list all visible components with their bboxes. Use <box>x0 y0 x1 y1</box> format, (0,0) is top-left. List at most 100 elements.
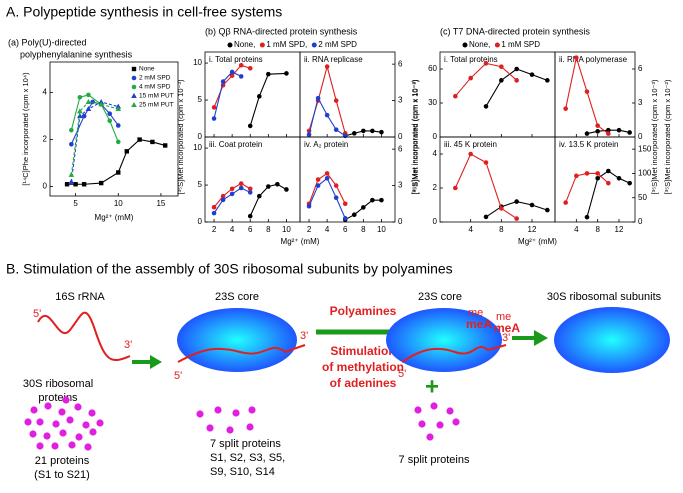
data-point <box>616 127 622 133</box>
x-tick-label: 8 <box>266 225 271 234</box>
x-tick-label: 10 <box>377 225 386 234</box>
legend-label: 2 mM SPD <box>139 75 171 82</box>
x-tick-label: 4 <box>325 225 330 234</box>
product-label: 30S ribosomal subunits <box>547 291 662 303</box>
effect-label: Stimulation <box>330 344 395 358</box>
chart-title: polyphenylalanine synthesis <box>20 49 133 59</box>
x-tick-label: 6 <box>248 225 253 234</box>
protein-dot <box>68 441 76 449</box>
y-tick-label: 30 <box>428 98 437 107</box>
data-point <box>86 92 91 98</box>
data-point <box>499 64 504 70</box>
data-point <box>333 195 339 201</box>
core-label: 23S core <box>418 291 462 303</box>
data-line <box>308 64 346 134</box>
y-tick-label: 5 <box>198 180 203 189</box>
rrna-label: 16S rRNA <box>55 291 105 303</box>
data-point <box>563 106 568 111</box>
data-point <box>256 193 262 199</box>
core <box>177 308 297 372</box>
x-tick-label: 12 <box>528 225 537 234</box>
protein-dot <box>88 409 96 417</box>
data-point <box>238 181 244 186</box>
data-point <box>595 123 600 128</box>
data-point <box>595 171 600 176</box>
data-point <box>627 130 632 135</box>
protein-dot <box>418 420 426 428</box>
x-tick-label: 15 <box>156 199 165 208</box>
plus: + <box>425 373 439 400</box>
data-line <box>70 94 119 143</box>
protein-dot <box>96 419 104 427</box>
y-tick-label: 0 <box>638 132 643 141</box>
split-label: 7 split proteins <box>210 438 281 450</box>
data-point <box>68 178 75 184</box>
data-point <box>77 113 83 119</box>
y-axis-label: [³⁵S]Met incorporated (cpm x 10⁻³) <box>176 79 185 195</box>
legend-label: 1 mM SPD, <box>266 40 307 49</box>
data-point <box>563 200 568 205</box>
y-tick-label: 5 <box>198 95 203 104</box>
data-point <box>238 74 244 79</box>
data-point <box>131 93 137 98</box>
legend-marker <box>462 42 468 48</box>
data-line <box>308 177 346 219</box>
data-line <box>586 170 630 218</box>
data-point <box>333 127 339 133</box>
data-point <box>115 123 121 128</box>
y-tick-label: 50 <box>638 193 647 202</box>
data-point <box>81 182 87 187</box>
data-point <box>247 213 253 219</box>
data-line <box>485 68 548 107</box>
plot-frame <box>299 51 396 138</box>
end-label: 3' <box>124 339 132 351</box>
data-point <box>229 186 235 192</box>
methyl-mark: meA <box>494 321 520 335</box>
data-point <box>107 118 113 124</box>
data-point <box>116 170 121 175</box>
data-point <box>379 129 384 135</box>
data-point <box>574 55 579 60</box>
data-point <box>483 61 489 66</box>
panel-title: iii. Coat protein <box>209 140 262 149</box>
data-point <box>124 149 129 154</box>
x-tick-label: 4 <box>468 225 473 234</box>
y-tick-label: 6 <box>398 144 403 153</box>
data-point <box>529 202 535 208</box>
protein-dot <box>44 402 52 410</box>
legend-label: 2 mM SPD <box>318 40 357 49</box>
legend-marker <box>311 42 317 48</box>
data-point <box>361 205 366 210</box>
protein-dot <box>29 430 37 438</box>
proteins-label: 30S ribosomal <box>23 378 93 390</box>
x-axis-label: Mg²⁺ (mM) <box>95 213 134 222</box>
data-point <box>163 143 168 148</box>
data-point <box>514 216 519 221</box>
data-line <box>249 183 287 217</box>
protein-dot <box>426 433 434 441</box>
protein-dot <box>414 406 422 414</box>
data-point <box>238 63 244 68</box>
protein-dot <box>436 421 444 429</box>
data-point <box>220 193 226 199</box>
panel-title: iii. 45 K protein <box>444 140 497 149</box>
panel-title: i. Total proteins <box>209 55 263 64</box>
data-point <box>69 141 74 147</box>
protein-dot <box>52 420 60 428</box>
y-tick-label: 3 <box>638 98 643 107</box>
legend-label: 1 mM SPD <box>501 40 540 49</box>
plot-frame <box>554 136 636 223</box>
chart-title: (a) Poly(U)-directed <box>8 37 87 47</box>
data-point <box>333 183 339 188</box>
y-tick-label: 10 <box>193 58 202 67</box>
rrna-strand <box>177 344 306 363</box>
y2-axis-label: [³⁵S]Met incorporated (cpm x 10⁻²) <box>663 79 672 195</box>
protein-dot <box>66 416 74 424</box>
protein-dot <box>446 407 454 415</box>
x-tick-label: 10 <box>282 225 291 234</box>
data-point <box>107 111 113 117</box>
x-tick-label: 8 <box>499 225 504 234</box>
data-line <box>67 138 166 185</box>
data-point <box>379 197 384 203</box>
data-point <box>499 78 504 83</box>
